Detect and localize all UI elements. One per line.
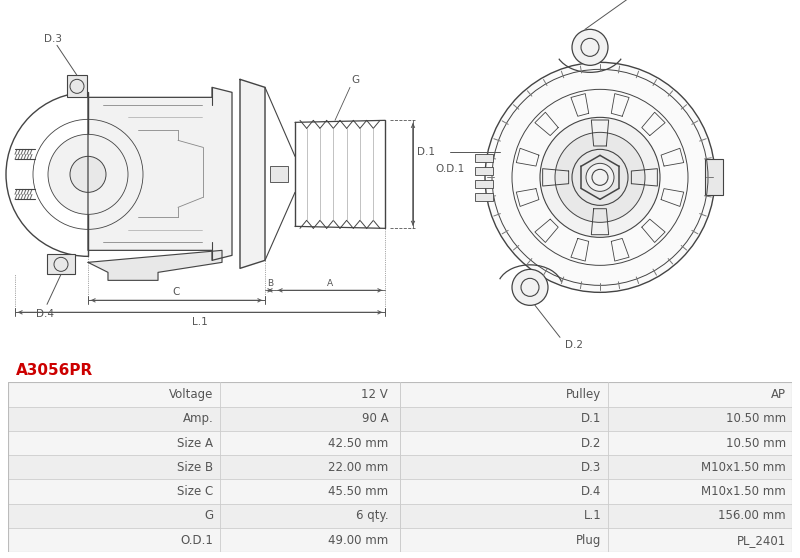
Bar [270,166,288,182]
Text: Plug: Plug [576,534,602,547]
Text: D.2: D.2 [565,340,583,350]
Polygon shape [571,94,589,116]
Bar [400,528,792,552]
Text: D.1: D.1 [581,412,602,425]
Polygon shape [88,251,222,280]
Bar [47,254,75,275]
Text: A: A [327,279,333,288]
Text: 156.00 mm: 156.00 mm [718,509,786,522]
Bar [400,455,792,479]
Text: O.D.1: O.D.1 [181,534,214,547]
Polygon shape [642,219,665,243]
Text: 49.00 mm: 49.00 mm [328,534,388,547]
Text: D.2: D.2 [581,436,602,450]
Bar [8,407,400,431]
Text: C: C [173,287,180,297]
Bar [8,479,400,504]
Text: 12 V: 12 V [362,388,388,401]
Circle shape [555,132,645,222]
Text: L.1: L.1 [192,318,208,328]
Bar [475,167,493,175]
Polygon shape [591,120,609,146]
Polygon shape [88,88,232,261]
Text: 42.50 mm: 42.50 mm [328,436,388,450]
Text: G: G [204,509,214,522]
Text: Pulley: Pulley [566,388,602,401]
Text: G: G [351,75,359,85]
Polygon shape [661,148,684,166]
Text: D.4: D.4 [581,485,602,498]
Text: Size C: Size C [177,485,214,498]
Text: 10.50 mm: 10.50 mm [726,436,786,450]
Bar [8,382,400,407]
Text: 6 qty.: 6 qty. [356,509,388,522]
Text: L.1: L.1 [584,509,602,522]
Text: PL_2401: PL_2401 [737,534,786,547]
Bar [400,504,792,528]
Bar [475,155,493,162]
Text: AP: AP [770,388,786,401]
Circle shape [572,150,628,205]
Bar [400,431,792,455]
Bar [8,528,400,552]
Polygon shape [240,79,265,268]
Text: D.3: D.3 [582,461,602,474]
Polygon shape [542,169,569,186]
Text: Size A: Size A [178,436,214,450]
Text: 90 A: 90 A [362,412,388,425]
Polygon shape [661,189,684,206]
Bar [705,160,723,195]
Polygon shape [591,209,609,235]
Circle shape [485,62,715,292]
Polygon shape [611,94,629,116]
Text: 22.00 mm: 22.00 mm [328,461,388,474]
Polygon shape [516,189,539,206]
Bar [8,455,400,479]
Text: D.3: D.3 [44,35,62,44]
Bar [8,431,400,455]
Text: 10.50 mm: 10.50 mm [726,412,786,425]
Polygon shape [611,238,629,261]
Text: D.4: D.4 [36,309,54,319]
Polygon shape [535,112,558,136]
Bar [67,75,87,97]
Text: Size B: Size B [178,461,214,474]
Text: Voltage: Voltage [169,388,214,401]
Circle shape [70,156,106,193]
Text: O.D.1: O.D.1 [435,165,464,174]
Polygon shape [535,219,558,243]
Bar [400,479,792,504]
Bar [400,407,792,431]
Polygon shape [642,112,665,136]
Text: A3056PR: A3056PR [16,363,93,378]
Text: D.1: D.1 [417,147,435,157]
Text: M10x1.50 mm: M10x1.50 mm [701,485,786,498]
Polygon shape [516,148,539,166]
Bar [475,180,493,189]
Circle shape [572,30,608,65]
Polygon shape [571,238,589,261]
Text: Amp.: Amp. [182,412,214,425]
Text: M10x1.50 mm: M10x1.50 mm [701,461,786,474]
Bar [400,382,792,407]
Circle shape [540,117,660,237]
Text: 45.50 mm: 45.50 mm [328,485,388,498]
Bar [475,194,493,201]
Text: B: B [267,279,273,288]
Circle shape [512,270,548,305]
Circle shape [586,163,614,191]
Polygon shape [631,169,658,186]
Bar [8,504,400,528]
Circle shape [48,134,128,214]
